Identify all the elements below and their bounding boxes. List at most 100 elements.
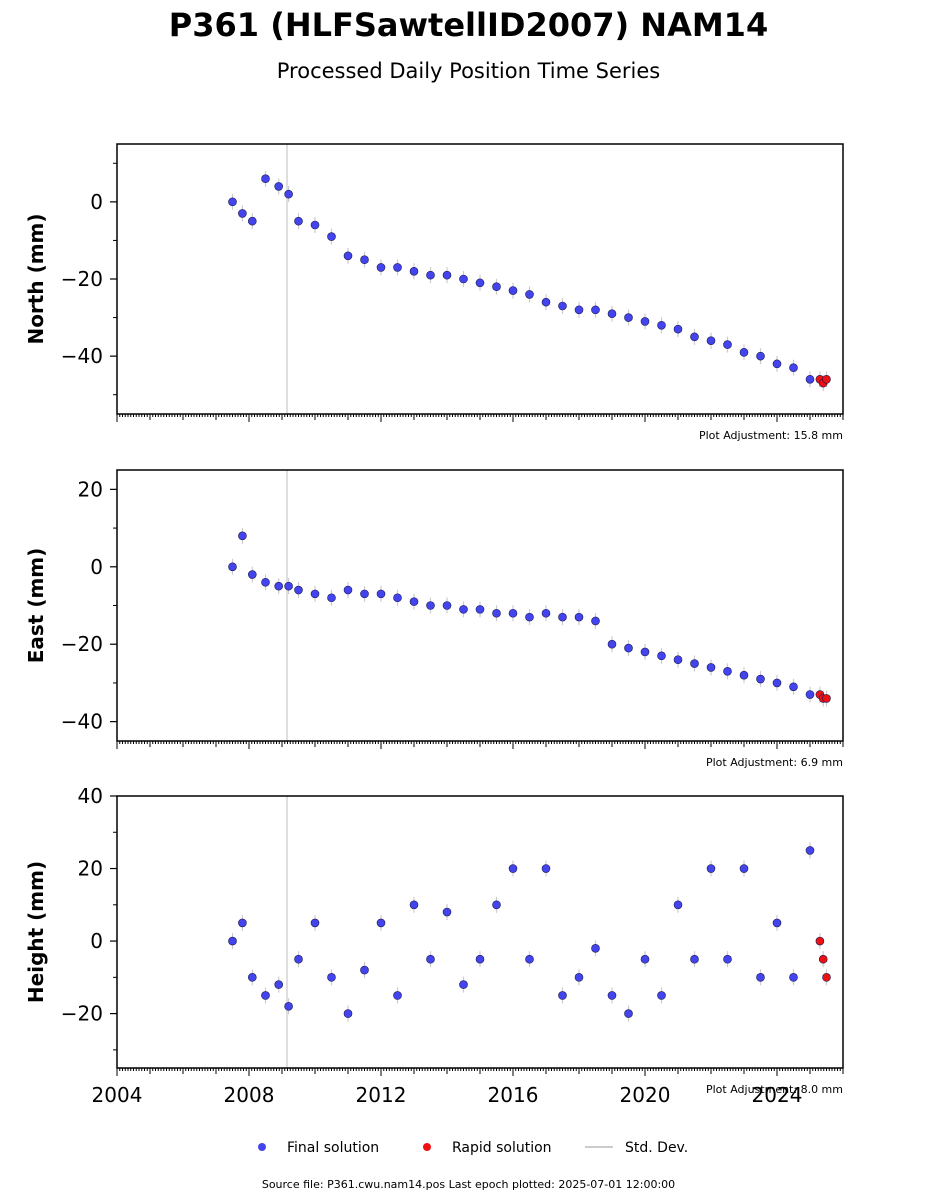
final-point [508,286,518,295]
rapid-point [822,694,831,703]
final-point [541,864,551,873]
legend-final-label: Final solution [287,1140,379,1156]
final-point [739,670,749,680]
final-point [310,918,320,928]
x-tick-label: 2012 [356,1083,407,1107]
final-point [376,918,386,928]
y-tick-label: −20 [61,267,103,291]
final-point [673,655,683,665]
final-point [541,297,551,307]
final-point [274,182,284,191]
final-point [657,651,666,661]
final-point [284,581,293,591]
final-point [409,597,419,606]
final-point [624,1009,633,1018]
final-point [238,918,247,928]
rapid-series [815,686,831,707]
figure-subtitle: Processed Daily Position Time Series [277,59,661,83]
panel-2: 20 0 −20 −40 East (mm) Plot Adjustment: 6.9 m… [24,469,844,769]
legend: Final solution Rapid solution Std. Dev. [258,1140,688,1156]
final-point [238,209,247,218]
plot-adjustment: Plot Adjustment: 15.8 mm [699,429,843,442]
final-point [640,954,650,964]
final-point [327,973,336,982]
final-point [723,340,732,349]
final-point [706,663,716,672]
final-point [591,305,600,315]
final-point [789,682,798,692]
x-tick-label: 2008 [224,1083,275,1107]
rapid-point [822,374,831,384]
final-point [327,593,336,603]
plot-frame [116,469,844,742]
y-tick-label: 20 [78,477,103,501]
final-point [607,639,617,649]
final-point [723,667,732,676]
y-tick-label: −20 [61,1002,103,1026]
final-point [525,612,534,622]
final-point [284,189,293,199]
final-point [284,1002,293,1011]
final-point [789,363,798,373]
final-point [442,270,452,280]
final-point [294,585,303,595]
plot-frame [116,143,844,415]
final-point [690,659,699,668]
final-point [772,678,782,688]
final-point [690,954,699,964]
final-point [673,900,683,910]
final-point [607,309,617,319]
final-point [343,1009,353,1018]
final-point [294,954,303,964]
final-point [294,216,303,226]
final-point [640,647,650,657]
plot-adjustment: Plot Adjustment: 8.0 mm [706,1083,843,1096]
final-point [805,374,815,384]
final-series [228,170,815,388]
y-axis-label: Height (mm) [24,861,48,1003]
final-series [228,527,815,703]
y-tick-label: −40 [61,710,103,734]
final-point [248,973,257,982]
legend-rapid-marker [423,1143,431,1151]
final-point [393,263,402,272]
y-tick-label: −40 [61,344,103,368]
final-point [805,690,815,699]
final-point [723,954,732,964]
final-point [558,612,567,622]
final-point [459,980,468,989]
y-tick-label: 0 [90,555,103,579]
final-point [525,954,534,964]
panel-1: 0 −20 −40 North (mm) Plot Adjustment: 15.8 m… [24,143,844,442]
plot-adjustment: Plot Adjustment: 6.9 mm [706,756,843,769]
final-point [541,608,551,618]
final-point [640,317,650,326]
final-point [607,991,617,1000]
final-point [756,351,765,361]
x-tick-label: 2004 [92,1083,143,1107]
final-point [360,255,369,265]
final-point [274,980,284,989]
final-point [459,605,468,614]
final-series [228,842,815,1022]
final-point [574,612,584,622]
final-point [772,359,782,369]
final-point [558,991,567,1000]
final-point [442,601,452,610]
legend-std-label: Std. Dev. [625,1140,688,1156]
final-point [426,601,435,610]
final-point [574,305,584,315]
panel-3: 40 20 0 −20 Height (mm) Plot Adjustment: 8.0 … [24,784,844,1107]
figure-title: P361 (HLFSawtellID2007) NAM14 [169,6,768,44]
final-point [310,589,320,599]
final-point [409,900,419,910]
x-tick-label: 2016 [488,1083,539,1107]
final-point [789,973,798,982]
y-axis-label: East (mm) [24,548,48,664]
y-tick-label: 40 [78,784,103,808]
final-point [525,290,534,299]
final-point [238,531,247,541]
final-point [442,907,452,917]
final-point [657,320,666,330]
